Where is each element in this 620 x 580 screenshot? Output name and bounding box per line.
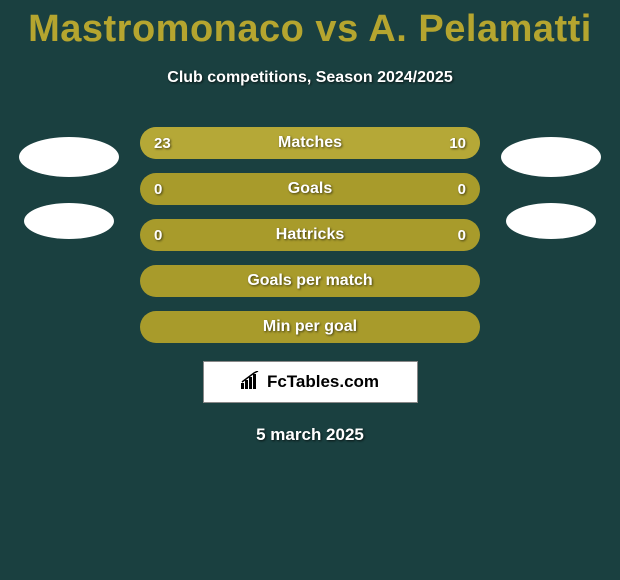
stats-section: 23 Matches 10 0 Goals 0 0 Hattricks 0 Goals per m…: [10, 127, 610, 343]
stat-value-right: 0: [458, 181, 466, 198]
stat-value-right: 10: [449, 135, 466, 152]
stat-bar-min-per-goal: Min per goal: [140, 311, 480, 343]
player-right-column: [496, 127, 606, 239]
stat-value-right: 0: [458, 227, 466, 244]
stat-value-left: 0: [154, 227, 162, 244]
player-right-avatar-2: [506, 203, 596, 239]
stat-bar-goals: 0 Goals 0: [140, 173, 480, 205]
stat-label: Hattricks: [276, 226, 344, 244]
player-right-avatar-1: [501, 137, 601, 177]
player-left-avatar-1: [19, 137, 119, 177]
stat-value-left: 23: [154, 135, 171, 152]
stat-value-left: 0: [154, 181, 162, 198]
stat-label: Goals per match: [247, 272, 372, 290]
player-left-column: [14, 127, 124, 239]
branding-badge[interactable]: FcTables.com: [203, 361, 418, 403]
stat-label: Matches: [278, 134, 342, 152]
chart-icon: [241, 371, 261, 394]
date-text: 5 march 2025: [10, 425, 610, 445]
page-subtitle: Club competitions, Season 2024/2025: [10, 69, 610, 87]
stat-label: Min per goal: [263, 318, 357, 336]
stat-bar-goals-per-match: Goals per match: [140, 265, 480, 297]
stat-bar-hattricks: 0 Hattricks 0: [140, 219, 480, 251]
stat-bar-matches: 23 Matches 10: [140, 127, 480, 159]
page-title: Mastromonaco vs A. Pelamatti: [10, 0, 610, 51]
stat-label: Goals: [288, 180, 332, 198]
stat-bars: 23 Matches 10 0 Goals 0 0 Hattricks 0 Goals per m…: [140, 127, 480, 343]
player-left-avatar-2: [24, 203, 114, 239]
branding-text: FcTables.com: [267, 372, 379, 392]
